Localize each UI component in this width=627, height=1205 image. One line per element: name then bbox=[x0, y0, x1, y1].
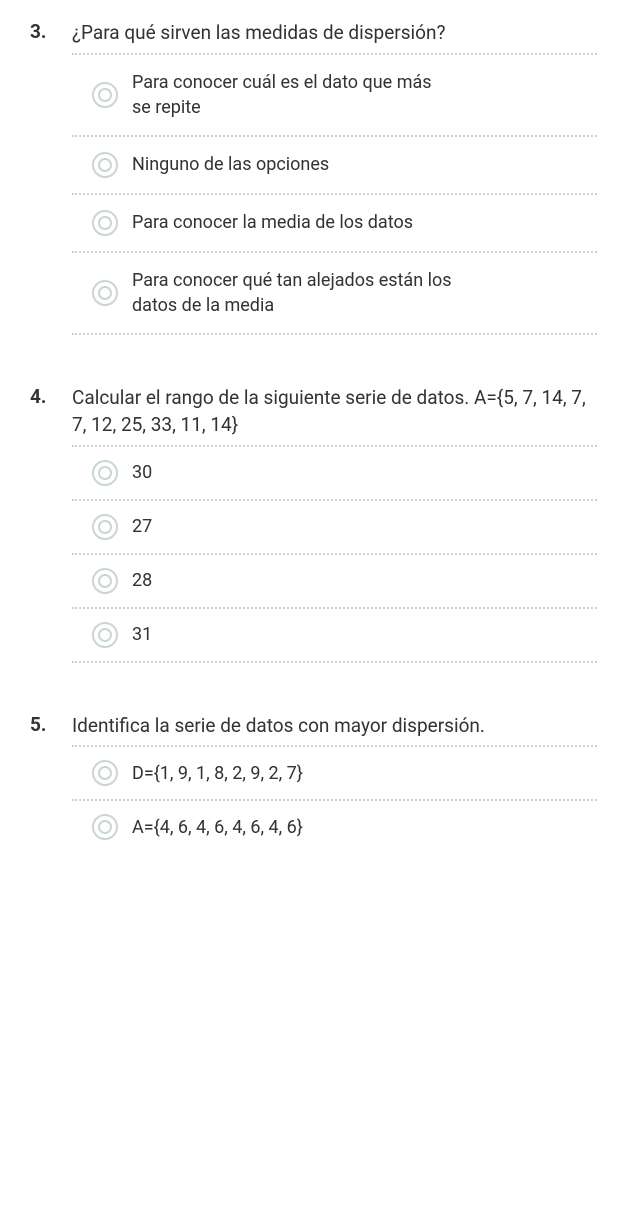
radio-icon bbox=[92, 460, 118, 486]
option-label: D={1, 9, 1, 8, 2, 9, 2, 7} bbox=[132, 761, 303, 786]
radio-icon bbox=[92, 514, 118, 540]
option-label: Para conocer cuál es el dato que más se … bbox=[132, 70, 452, 120]
option-label: Ninguno de las opciones bbox=[132, 152, 329, 177]
option-row[interactable]: 28 bbox=[72, 555, 597, 607]
option-label: 27 bbox=[132, 514, 152, 539]
question-text: ¿Para qué sirven las medidas de dispersi… bbox=[72, 20, 597, 47]
options-container: Para conocer cuál es el dato que más se … bbox=[72, 53, 597, 336]
option-label: Para conocer la media de los datos bbox=[132, 210, 413, 235]
question-number: 3. bbox=[30, 20, 52, 43]
question-block-5: 5. Identifica la serie de datos con mayo… bbox=[30, 713, 597, 854]
radio-icon bbox=[92, 152, 118, 178]
divider bbox=[72, 661, 597, 663]
option-row[interactable]: 31 bbox=[72, 609, 597, 661]
option-label: 28 bbox=[132, 568, 152, 593]
radio-icon bbox=[92, 760, 118, 786]
option-row[interactable]: D={1, 9, 1, 8, 2, 9, 2, 7} bbox=[72, 747, 597, 799]
option-row[interactable]: Para conocer la media de los datos bbox=[72, 195, 597, 251]
option-row[interactable]: Para conocer cuál es el dato que más se … bbox=[72, 55, 597, 135]
radio-icon bbox=[92, 568, 118, 594]
option-label: Para conocer qué tan alejados están los … bbox=[132, 268, 452, 318]
radio-icon bbox=[92, 622, 118, 648]
question-text: Identifica la serie de datos con mayor d… bbox=[72, 713, 597, 740]
option-label: A={4, 6, 4, 6, 4, 6, 4, 6} bbox=[132, 815, 303, 840]
option-row[interactable]: Para conocer qué tan alejados están los … bbox=[72, 253, 597, 333]
question-number: 4. bbox=[30, 385, 52, 408]
question-block-3: 3. ¿Para qué sirven las medidas de dispe… bbox=[30, 20, 597, 335]
option-row[interactable]: 27 bbox=[72, 501, 597, 553]
question-header: 5. Identifica la serie de datos con mayo… bbox=[30, 713, 597, 740]
option-row[interactable]: A={4, 6, 4, 6, 4, 6, 4, 6} bbox=[72, 801, 597, 853]
options-container: 30 27 28 31 bbox=[72, 445, 597, 663]
divider bbox=[72, 333, 597, 335]
radio-icon bbox=[92, 280, 118, 306]
options-container: D={1, 9, 1, 8, 2, 9, 2, 7} A={4, 6, 4, 6… bbox=[72, 745, 597, 853]
option-row[interactable]: Ninguno de las opciones bbox=[72, 137, 597, 193]
radio-icon bbox=[92, 82, 118, 108]
option-row[interactable]: 30 bbox=[72, 447, 597, 499]
question-header: 3. ¿Para qué sirven las medidas de dispe… bbox=[30, 20, 597, 47]
option-label: 30 bbox=[132, 460, 152, 485]
option-label: 31 bbox=[132, 622, 152, 647]
question-text: Calcular el rango de la siguiente serie … bbox=[72, 385, 597, 438]
question-block-4: 4. Calcular el rango de la siguiente ser… bbox=[30, 385, 597, 662]
radio-icon bbox=[92, 210, 118, 236]
question-number: 5. bbox=[30, 713, 52, 736]
question-header: 4. Calcular el rango de la siguiente ser… bbox=[30, 385, 597, 438]
radio-icon bbox=[92, 814, 118, 840]
